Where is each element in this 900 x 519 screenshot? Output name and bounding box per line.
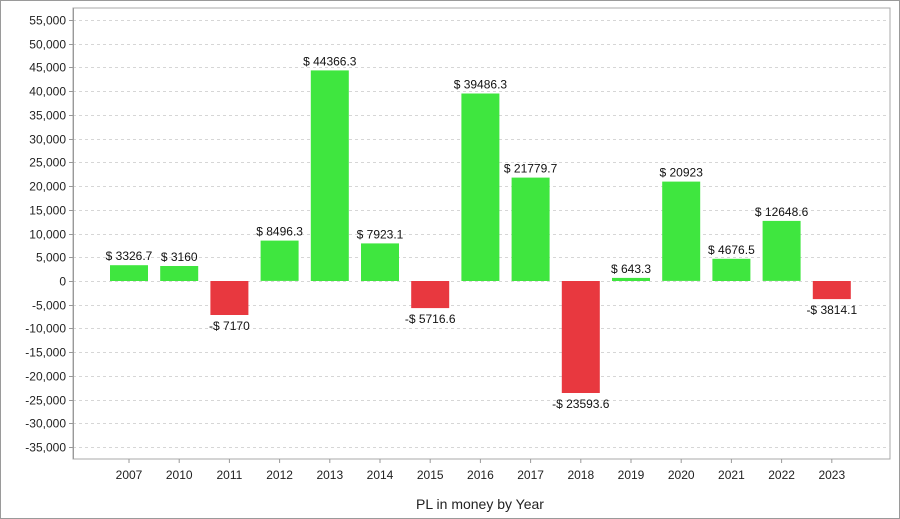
data-label-2018: -$ 23593.6 (552, 397, 610, 411)
y-tick-label: 55,000 (29, 14, 66, 28)
data-label-2011: -$ 7170 (209, 319, 250, 333)
y-tick-label: 10,000 (29, 228, 66, 242)
data-label-2020: $ 20923 (660, 166, 704, 180)
data-label-2015: -$ 5716.6 (405, 312, 456, 326)
x-tick-label: 2012 (266, 468, 293, 482)
y-tick-label: -30,000 (25, 417, 66, 431)
y-tick-label: 40,000 (29, 85, 66, 99)
y-tick-label: 30,000 (29, 133, 66, 147)
y-tick-label: -10,000 (25, 322, 66, 336)
y-tick-labels: 55,000 50,000 45,000 40,000 35,000 30,000 25,0… (25, 14, 66, 455)
x-tick-labels: 2007 2010 2011 2012 2013 2014 2015 2016 2017 2018… (116, 468, 846, 482)
y-tick-label: -20,000 (25, 370, 66, 384)
data-label-2012: $ 8496.3 (256, 225, 303, 239)
x-axis-title: PL in money by Year (416, 496, 544, 512)
bar-2020 (662, 182, 700, 281)
x-tick-label: 2017 (517, 468, 544, 482)
bar-2018 (562, 281, 600, 393)
x-tick-label: 2011 (216, 468, 242, 482)
x-tick-label: 2018 (567, 468, 594, 482)
x-tick-label: 2007 (116, 468, 143, 482)
x-tick-label: 2016 (467, 468, 494, 482)
bar-2010 (160, 266, 198, 281)
data-label-2017: $ 21779.7 (504, 162, 558, 176)
bar-2012 (261, 241, 299, 281)
bar-2022 (763, 221, 801, 281)
y-tick-label: 25,000 (29, 156, 66, 170)
x-tick-label: 2020 (668, 468, 695, 482)
bar-2011 (210, 281, 248, 315)
x-tick-label: 2015 (417, 468, 444, 482)
x-tick-label: 2013 (316, 468, 343, 482)
y-tick-label: -25,000 (25, 394, 66, 408)
y-tick-label: -15,000 (25, 346, 66, 360)
y-tick-label: 15,000 (29, 204, 66, 218)
bar-2016 (461, 94, 499, 282)
x-tick-label: 2014 (367, 468, 394, 482)
y-tick-label: 20,000 (29, 180, 66, 194)
y-tick-label: 45,000 (29, 61, 66, 75)
bar-2007 (110, 265, 148, 281)
x-tick-label: 2021 (718, 468, 745, 482)
bar-2021 (712, 259, 750, 281)
bar-2013 (311, 70, 349, 281)
bar-2014 (361, 243, 399, 281)
y-tick-label: 5,000 (36, 251, 66, 265)
data-label-2022: $ 12648.6 (755, 205, 809, 219)
data-label-2021: $ 4676.5 (708, 243, 755, 257)
y-tick-label: -35,000 (25, 441, 66, 455)
bar-2019 (612, 278, 650, 281)
data-label-2016: $ 39486.3 (454, 78, 508, 92)
x-tick-label: 2010 (166, 468, 193, 482)
data-label-2019: $ 643.3 (611, 262, 651, 276)
data-label-2023: -$ 3814.1 (806, 303, 857, 317)
data-label-2014: $ 7923.1 (357, 227, 404, 241)
data-label-2007: $ 3326.7 (106, 249, 153, 263)
bar-2023 (813, 281, 851, 299)
y-tick-label: -5,000 (32, 299, 66, 313)
y-tick-label: 35,000 (29, 109, 66, 123)
data-label-2010: $ 3160 (161, 250, 198, 264)
data-label-2013: $ 44366.3 (303, 54, 357, 68)
y-tick-label: 0 (59, 275, 66, 289)
bar-2015 (411, 281, 449, 308)
bar-chart: 55,000 50,000 45,000 40,000 35,000 30,000 25,0… (0, 0, 900, 519)
x-tick-label: 2022 (768, 468, 795, 482)
y-tick-label: 50,000 (29, 38, 66, 52)
x-tick-label: 2023 (818, 468, 845, 482)
bar-2017 (512, 178, 550, 281)
x-tick-label: 2019 (618, 468, 645, 482)
